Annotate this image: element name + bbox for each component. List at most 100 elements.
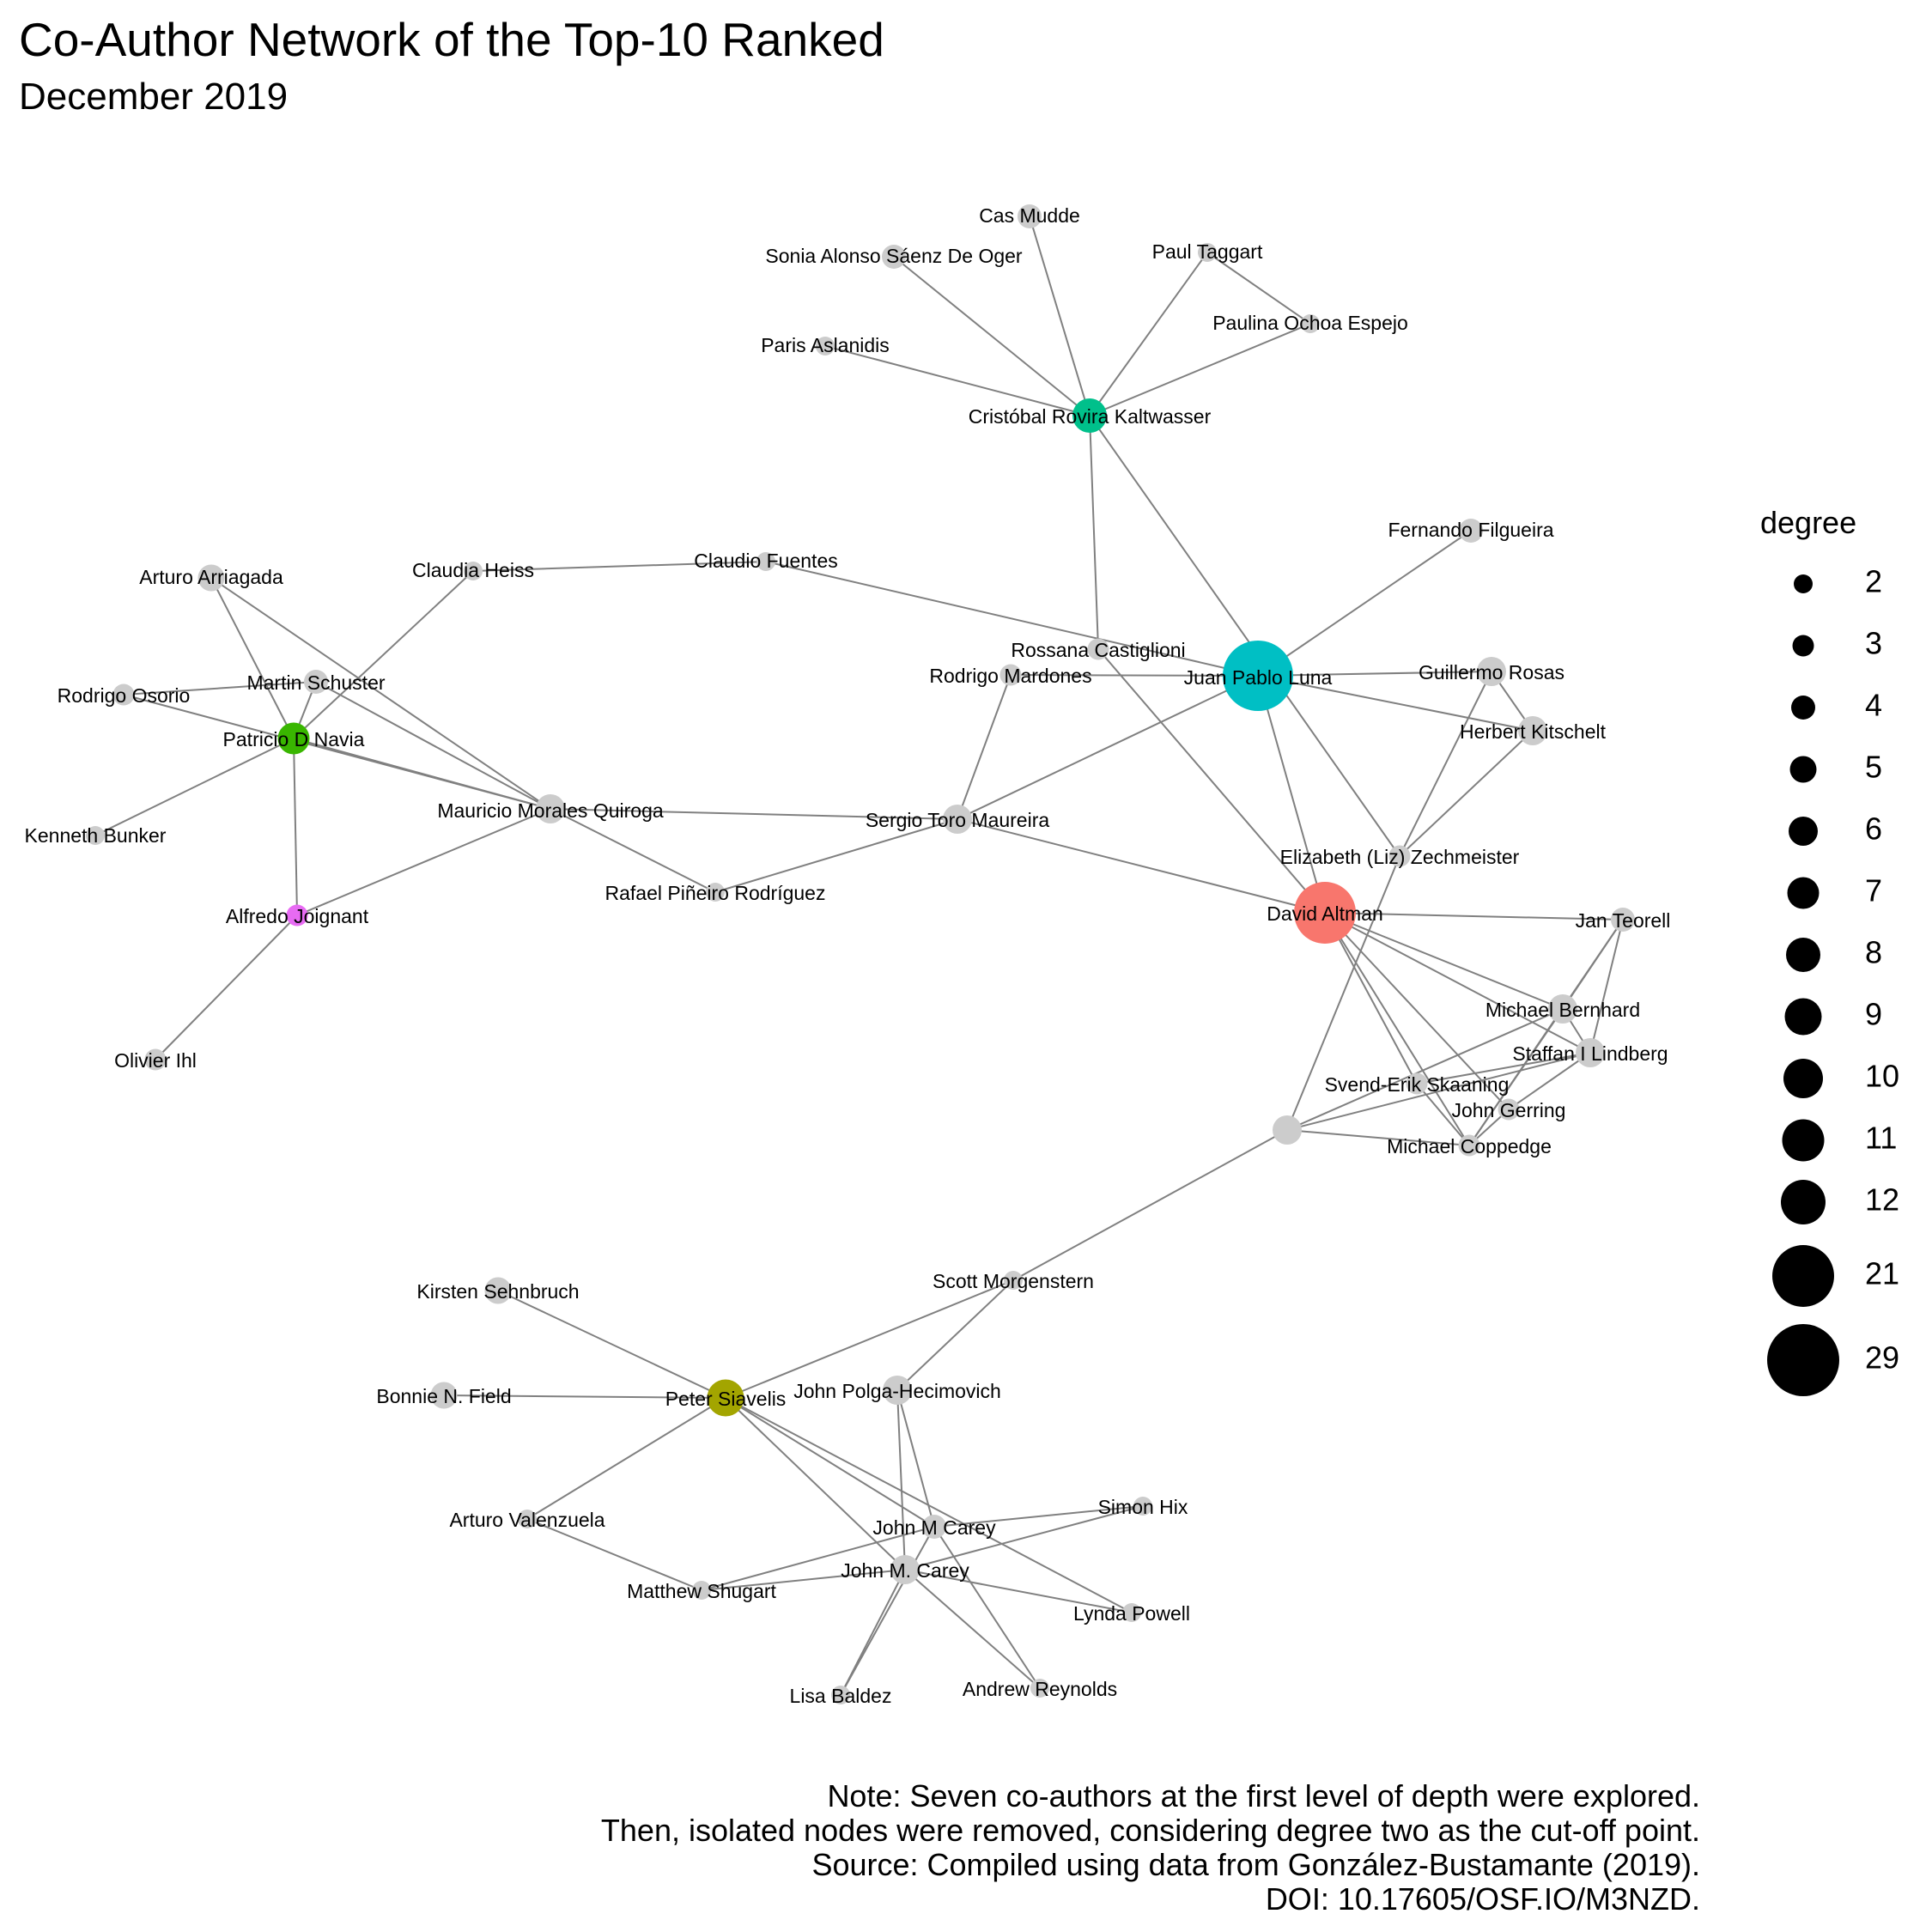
legend-label-12: 12 (1865, 1182, 1899, 1218)
legend-key-11 (1782, 1119, 1825, 1162)
node-lisa-baldez (831, 1686, 850, 1704)
node-label-matthew-shugart: Matthew Shugart (627, 1580, 776, 1602)
node-juan-pablo-luna (1223, 641, 1293, 711)
legend-key-10 (1783, 1059, 1823, 1098)
node-label-arturo-arriagada: Arturo Arriagada (139, 566, 283, 588)
node-svend-erik-skaaning (1406, 1072, 1428, 1095)
edge-staffan-i-lindberg--john-gerring (1508, 1052, 1591, 1110)
node-claudia-heiss (464, 562, 483, 580)
node-label-paulina-ochoa-espejo: Paulina Ochoa Espejo (1212, 312, 1408, 334)
chart-title: Co-Author Network of the Top-10 Ranked (19, 13, 884, 66)
node-label-guillermo-rosas: Guillermo Rosas (1419, 661, 1564, 683)
node-bonnie-n-field (430, 1382, 458, 1409)
edge-guillermo-rosas--elizabeth-liz-zechmeister (1399, 671, 1492, 857)
node-label-rodrigo-osorio: Rodrigo Osorio (58, 684, 191, 707)
legend-label-3: 3 (1865, 626, 1882, 661)
node-label-paul-taggart: Paul Taggart (1152, 240, 1263, 263)
node-arturo-valenzuela (518, 1510, 537, 1528)
edge-john-polga-hecimovich--john-m-carey (896, 1389, 935, 1528)
edge-arturo-valenzuela--matthew-shugart (526, 1518, 702, 1591)
node-herbert-kitschelt (1518, 716, 1547, 745)
edge-david-altman--svend-erik-skaaning (1324, 912, 1418, 1084)
legend-label-6: 6 (1865, 811, 1882, 847)
legend-label-8: 8 (1865, 935, 1882, 970)
edge-rodrigo-mardones--sergio-toro-maureira (957, 674, 1012, 820)
node-label-rafael-pineiro-rodriguez: Rafael Piñeiro Rodríguez (605, 882, 826, 904)
node-david-altman (1294, 882, 1356, 944)
legend-key-3 (1792, 635, 1814, 657)
node-arturo-arriagada (197, 564, 225, 592)
edge-rodrigo-osorio--martin-schuster (123, 681, 317, 696)
edge-david-altman--john-gerring (1324, 912, 1510, 1110)
node-john-gerring (1498, 1098, 1520, 1121)
caption-line: Then, isolated nodes were removed, consi… (600, 1813, 1700, 1848)
legend-key-8 (1786, 938, 1820, 972)
node-cristobal-rovira-kaltwasser (1072, 398, 1107, 433)
node-label-kirsten-sehnbruch: Kirsten Sehnbruch (416, 1280, 579, 1303)
node-elizabeth-liz-zechmeister (1388, 845, 1411, 867)
node-john-m-carey (890, 1555, 920, 1584)
node-label-michael-bernhard: Michael Bernhard (1485, 999, 1640, 1021)
edge-cristobal-rovira-kaltwasser--elizabeth-liz-zechmeister (1089, 415, 1400, 857)
chart-subtitle: December 2019 (19, 76, 289, 118)
legend-label-5: 5 (1865, 750, 1882, 785)
edge-scott-morgenstern--john-polga-hecimovich (896, 1279, 1014, 1391)
node-label-staffan-i-lindberg: Staffan I Lindberg (1512, 1042, 1668, 1065)
node-label-sergio-toro-maureira: Sergio Toro Maureira (866, 809, 1050, 831)
node-rodrigo-mardones (999, 664, 1022, 686)
edge-sergio-toro-maureira--david-altman (957, 818, 1326, 914)
edge-patricio-d-navia--mauricio-morales-quiroga (293, 738, 551, 810)
node-label-kenneth-bunker: Kenneth Bunker (25, 824, 167, 847)
node-label-juan-pablo-luna: Juan Pablo Luna (1184, 666, 1333, 689)
edge-rossana-castiglioni--david-altman (1097, 648, 1326, 914)
node-paulina-ochoa-espejo (1301, 314, 1320, 333)
node-john-polga-hecimovich (883, 1376, 912, 1405)
node-label-patricio-d-navia: Patricio D Navia (223, 728, 365, 750)
caption: Note: Seven co-authors at the first leve… (601, 1779, 1700, 1917)
node-scott-morgenstern (1004, 1271, 1023, 1290)
node-label-david-altman: David Altman (1267, 902, 1383, 925)
node-paris-aslanidis (816, 337, 835, 355)
node-sonia-alonso-saenz-de-oger (882, 245, 906, 269)
legend-key-6 (1789, 817, 1818, 846)
edge-herbert-kitschelt--elizabeth-liz-zechmeister (1399, 730, 1534, 857)
node-rossana-castiglioni (1087, 638, 1109, 660)
node-label-arturo-valenzuela: Arturo Valenzuela (449, 1509, 605, 1531)
node-jan-teorell (1611, 908, 1635, 932)
node-label-claudia-heiss: Claudia Heiss (412, 559, 534, 581)
edge-sonia-alonso-saenz-de-oger--cristobal-rovira-kaltwasser (893, 256, 1091, 416)
edge-staffan-i-lindberg--svend-erik-skaaning (1416, 1052, 1591, 1084)
edge-john-m-carey--lynda-powell (904, 1569, 1133, 1613)
node-label-alfredo-joignant: Alfredo Joignant (226, 905, 369, 927)
node-andrew-reynolds (1030, 1679, 1049, 1698)
node-label-simon-hix: Simon Hix (1098, 1496, 1188, 1518)
edge-mauricio-morales-quiroga--rafael-pineiro-rodriguez (550, 808, 716, 893)
node-kirsten-sehnbruch (484, 1277, 512, 1304)
node-label-bonnie-n-field: Bonnie N. Field (376, 1385, 511, 1407)
edge-david-altman--michael-bernhard (1324, 912, 1564, 1010)
node-michael-bernhard (1548, 994, 1577, 1024)
caption-line: Note: Seven co-authors at the first leve… (827, 1778, 1700, 1814)
legend-label-29: 29 (1865, 1340, 1899, 1376)
legend-key-4 (1791, 696, 1815, 720)
legend-label-9: 9 (1865, 997, 1882, 1032)
edge-matthew-shugart--john-m-carey (701, 1569, 906, 1591)
node-label-michael-coppedge: Michael Coppedge (1387, 1135, 1552, 1157)
legend-label-7: 7 (1865, 873, 1882, 908)
edge-paul-taggart--paulina-ochoa-espejo (1206, 252, 1311, 325)
node-john-m-carey (922, 1515, 946, 1539)
edge-peter-siavelis--john-m-carey (725, 1397, 906, 1571)
node-mauricio-morales-quiroga (536, 794, 565, 823)
edge-john-m-carey--lisa-baldez (840, 1526, 935, 1696)
edge-rodrigo-mardones--juan-pablo-luna (1010, 674, 1259, 677)
edge-juan-pablo-luna--sergio-toro-maureira (957, 675, 1259, 820)
edge-matthew-shugart--john-m-carey (701, 1526, 935, 1591)
node-sergio-toro-maureira (943, 805, 972, 834)
node-label-olivier-ihl: Olivier Ihl (114, 1049, 197, 1072)
node-label-cristobal-rovira-kaltwasser: Cristóbal Rovira Kaltwasser (969, 405, 1212, 428)
edge-cristobal-rovira-kaltwasser--rossana-castiglioni (1089, 415, 1099, 650)
edge-unlabeled--scott-morgenstern (1012, 1129, 1288, 1281)
edge-rafael-pineiro-rodriguez--sergio-toro-maureira (714, 818, 958, 893)
edge-cas-mudde--cristobal-rovira-kaltwasser (1029, 216, 1091, 416)
